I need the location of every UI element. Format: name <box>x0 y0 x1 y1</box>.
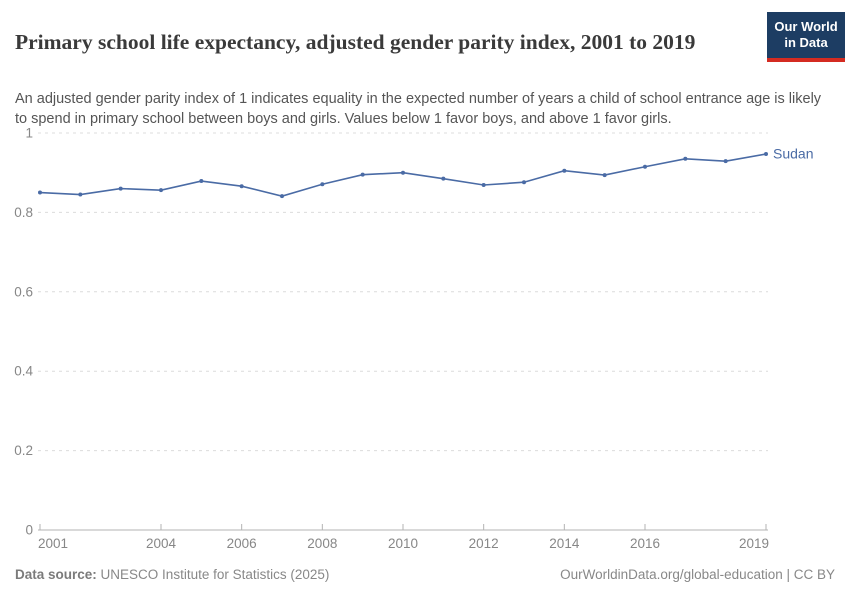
data-point-marker <box>199 179 204 184</box>
data-point-marker <box>522 180 526 185</box>
page-title: Primary school life expectancy, adjusted… <box>15 30 696 55</box>
data-point-marker <box>239 184 244 189</box>
x-axis-tick-label: 2006 <box>227 536 257 551</box>
data-source-value: UNESCO Institute for Statistics (2025) <box>100 567 330 582</box>
y-axis-tick-label: 1 <box>25 126 33 141</box>
series-end-label: Sudan <box>773 146 813 162</box>
y-axis-tick-label: 0.6 <box>14 284 33 299</box>
data-point-marker <box>159 188 163 193</box>
data-point-marker <box>280 194 284 199</box>
data-point-marker <box>360 172 365 177</box>
credit-note: OurWorldinData.org/global-education | CC… <box>560 567 835 582</box>
y-axis-tick-label: 0.8 <box>14 205 33 220</box>
data-point-marker <box>481 183 486 188</box>
owid-logo-line1: Our World <box>774 19 838 34</box>
data-point-marker <box>320 182 325 187</box>
data-source-label: Data source: <box>15 567 97 582</box>
x-axis-tick-label: 2008 <box>307 536 337 551</box>
x-axis-tick-label: 2010 <box>388 536 418 551</box>
data-point-marker <box>723 159 728 164</box>
data-point-marker <box>401 170 405 175</box>
data-point-marker <box>683 156 688 161</box>
data-source-note: Data source: UNESCO Institute for Statis… <box>15 567 329 582</box>
owid-logo: Our World in Data <box>767 12 845 62</box>
x-axis-tick-label: 2001 <box>38 536 68 551</box>
x-axis-tick-label: 2019 <box>739 536 769 551</box>
data-point-marker <box>764 152 768 157</box>
owid-logo-line2: in Data <box>784 35 828 51</box>
chart-subtitle: An adjusted gender parity index of 1 ind… <box>15 90 822 128</box>
y-axis-tick-label: 0.2 <box>14 443 33 458</box>
y-axis-tick-label: 0 <box>25 523 33 538</box>
y-axis-tick-label: 0.4 <box>14 364 33 379</box>
data-point-marker <box>602 173 607 178</box>
x-axis-tick-label: 2004 <box>146 536 177 551</box>
x-axis-tick-label: 2016 <box>630 536 660 551</box>
data-point-marker <box>441 176 446 181</box>
data-point-marker <box>78 192 83 197</box>
data-point-marker <box>643 164 647 169</box>
data-point-marker <box>562 168 567 173</box>
x-axis-tick-label: 2012 <box>469 536 499 551</box>
x-axis-tick-label: 2014 <box>549 536 580 551</box>
series-line-sudan <box>39 153 767 197</box>
chart-footer: Data source: UNESCO Institute for Statis… <box>15 567 835 582</box>
data-point-marker <box>38 190 42 195</box>
data-point-marker <box>118 186 123 191</box>
